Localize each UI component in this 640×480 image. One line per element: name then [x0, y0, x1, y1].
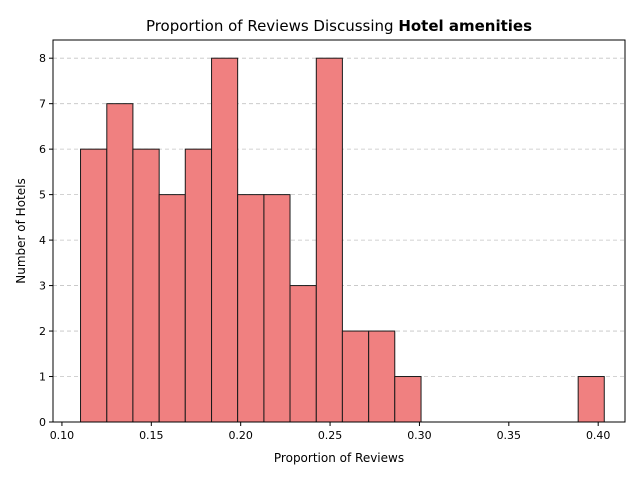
- x-tick-label: 0.20: [228, 429, 253, 442]
- y-tick-label: 0: [39, 416, 46, 429]
- y-tick-label: 2: [39, 325, 46, 338]
- x-axis-label: Proportion of Reviews: [274, 451, 404, 465]
- x-axis-ticks: 0.10 0.15 0.20 0.25 0.30 0.35 0.40: [50, 422, 611, 442]
- plot-frame: [52, 39, 626, 423]
- histogram-bar: [341, 330, 370, 423]
- y-tick-label: 7: [39, 98, 46, 111]
- x-tick-label: 0.25: [318, 429, 343, 442]
- histogram-bar: [211, 57, 239, 423]
- y-tick-label: 1: [39, 371, 46, 384]
- chart-title-bold: Hotel amenities: [398, 17, 532, 35]
- chart-title: Proportion of Reviews Discussing Hotel a…: [146, 17, 532, 35]
- y-tick-label: 3: [39, 280, 46, 293]
- histogram-bar: [237, 194, 265, 423]
- x-tick-label: 0.35: [497, 429, 522, 442]
- y-axis-label: Number of Hotels: [14, 178, 28, 283]
- y-axis-ticks: 0 1 2 3 4 5 6 7 8: [39, 52, 53, 429]
- histogram-bar: [80, 148, 108, 423]
- x-tick-label: 0.15: [139, 429, 164, 442]
- histogram-bar: [132, 148, 160, 423]
- y-tick-label: 4: [39, 234, 46, 247]
- histogram-bars: [80, 57, 605, 423]
- y-tick-label: 8: [39, 52, 46, 65]
- histogram-bar: [289, 285, 317, 423]
- x-tick-label: 0.10: [50, 429, 75, 442]
- chart-title-prefix: Proportion of Reviews Discussing: [146, 17, 398, 35]
- x-tick-label: 0.30: [407, 429, 432, 442]
- histogram-bar: [577, 376, 605, 423]
- histogram-bar: [106, 103, 134, 423]
- histogram-bar: [394, 376, 422, 423]
- grid-lines: [53, 57, 625, 377]
- histogram-bar: [368, 330, 396, 423]
- x-tick-label: 0.40: [586, 429, 611, 442]
- y-tick-label: 5: [39, 189, 46, 202]
- y-tick-label: 6: [39, 143, 46, 156]
- histogram-bar: [158, 194, 186, 423]
- histogram-bar: [184, 148, 213, 423]
- histogram-bar: [263, 194, 291, 423]
- histogram-bar: [315, 57, 343, 423]
